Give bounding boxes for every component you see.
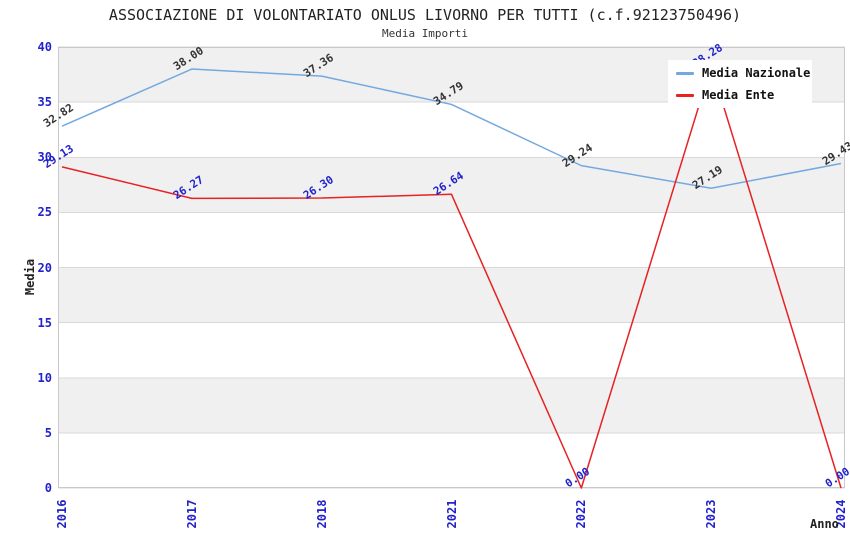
y-tick-label: 35	[37, 95, 52, 110]
y-tick-label: 25	[37, 205, 52, 220]
grid-band	[58, 432, 845, 488]
grid-band	[58, 102, 845, 158]
x-tick-label: 2018	[314, 499, 329, 529]
line-media-nazionale	[61, 68, 842, 189]
x-tick-label: 2021	[444, 499, 459, 529]
grid-band	[58, 267, 845, 323]
y-tick-label: 30	[37, 150, 52, 165]
grid-band	[58, 157, 845, 213]
plot-border	[58, 47, 845, 488]
x-axis-title: Anno	[810, 517, 839, 531]
x-tick-label: 2022	[574, 499, 589, 529]
plot-svg	[58, 46, 845, 489]
legend-item-media-ente: Media Ente	[676, 87, 812, 103]
y-tick-label: 15	[37, 315, 52, 330]
plot-area: 32.82 38.00 37.36 34.79 29.24 27.19 29.43 29.13…	[41, 41, 850, 490]
y-tick-label: 10	[37, 370, 52, 385]
y-axis-ticks: 0 5 10 15 20 25 30 35 40	[0, 40, 52, 495]
legend: Media Nazionale Media Ente	[668, 60, 812, 108]
x-axis-ticks: 2016 2017 2018 2021 2022 2023 2024	[55, 490, 848, 546]
grid-band	[58, 322, 845, 378]
grid-band	[58, 212, 845, 268]
x-tick-label: 2023	[704, 499, 719, 529]
chart-subtitle: Media Importi	[381, 27, 469, 40]
chart-title: ASSOCIAZIONE DI VOLONTARIATO ONLUS LIVOR…	[108, 6, 742, 24]
legend-swatch-media-ente	[676, 93, 694, 97]
legend-item-media-nazionale: Media Nazionale	[676, 65, 812, 81]
legend-label-media-ente: Media Ente	[702, 88, 775, 102]
x-tick-label: 2017	[184, 499, 199, 529]
legend-label-media-nazionale: Media Nazionale	[702, 66, 811, 80]
y-tick-label: 0	[44, 481, 52, 495]
legend-swatch-media-nazionale	[676, 71, 694, 75]
grid-band	[58, 377, 845, 433]
y-tick-label: 20	[37, 260, 52, 275]
y-tick-label: 5	[44, 425, 52, 440]
y-tick-label: 40	[37, 40, 52, 54]
x-tick-label: 2016	[55, 499, 69, 529]
